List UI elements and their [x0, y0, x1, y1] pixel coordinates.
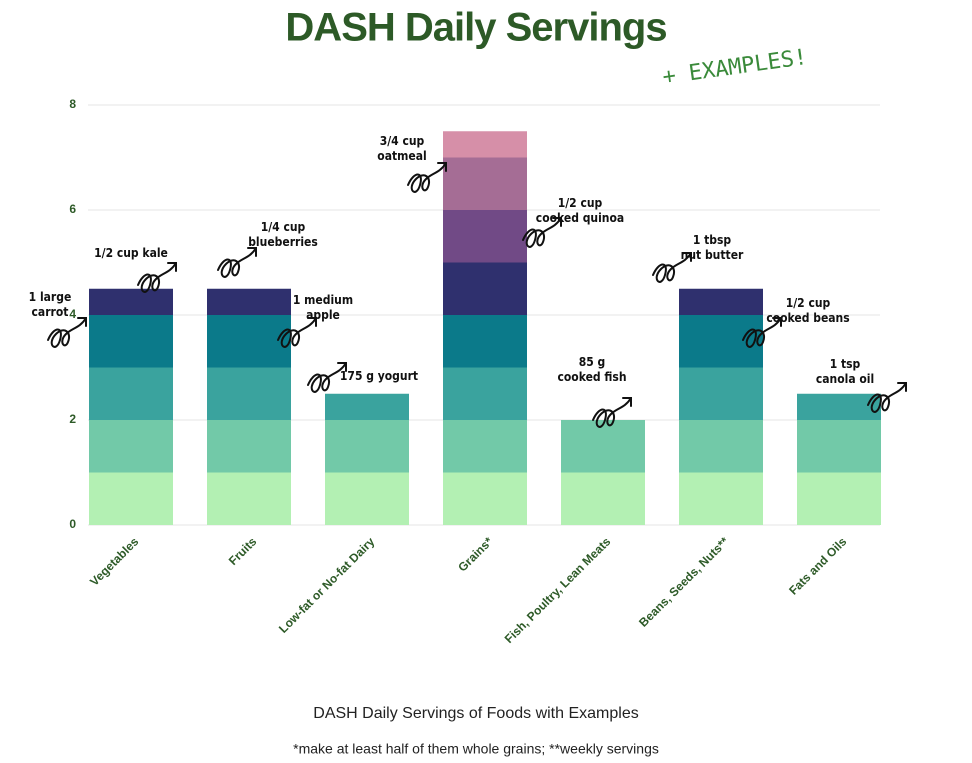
annotation: 1 tsp canola oil	[816, 357, 874, 386]
annotation-line: 175 g yogurt	[340, 369, 418, 383]
bar-segment	[679, 472, 763, 525]
bar-segment	[679, 288, 763, 315]
bar-segment	[679, 367, 763, 420]
bar-segment	[207, 420, 291, 473]
bar-segment	[443, 472, 527, 525]
annotation-line: apple	[306, 308, 340, 322]
y-tick-label: 8	[69, 97, 76, 111]
annotation-line: 1/2 cup kale	[94, 246, 168, 260]
bar-segment	[207, 367, 291, 420]
footnote: *make at least half of them whole grains…	[293, 741, 659, 757]
bar-segment	[443, 315, 527, 368]
squiggle-arrow	[522, 217, 562, 248]
x-tick-label: Low-fat or No-fat Dairy	[276, 534, 378, 636]
squiggle-arrow	[277, 317, 317, 348]
bar-segment	[443, 210, 527, 263]
y-tick-label: 0	[69, 517, 76, 531]
annotation-line: cooked quinoa	[536, 211, 624, 225]
bar-segment	[207, 288, 291, 315]
annotation: 85 g cooked fish	[557, 355, 626, 384]
y-tick-label: 4	[69, 307, 76, 321]
y-tick-label: 6	[69, 202, 76, 216]
bar-segment	[561, 420, 645, 473]
annotation-line: carrot	[32, 305, 69, 319]
chart-title: DASH Daily Servings	[285, 6, 666, 50]
squiggle-arrow	[47, 317, 87, 348]
annotation-line: 85 g	[579, 355, 606, 369]
squiggle-arrow	[407, 162, 447, 193]
annotation-line: oatmeal	[377, 149, 426, 163]
bar-segment	[207, 315, 291, 368]
bar-segment	[443, 157, 527, 210]
chart-subtitle: + EXAMPLES!	[661, 45, 809, 90]
squiggle-arrow	[137, 262, 177, 293]
annotation: 1 large carrot	[29, 290, 72, 319]
annotation-line: 1 tbsp	[693, 233, 732, 247]
bar-segment	[443, 262, 527, 315]
annotation: 1 tbsp nut butter	[681, 233, 744, 262]
squiggle-arrow	[217, 247, 257, 278]
x-tick-label: Fruits	[226, 534, 260, 568]
bar-segment	[797, 420, 881, 473]
bar-segment	[325, 393, 409, 420]
bar-segment	[89, 367, 173, 420]
x-tick-label: Grains*	[455, 534, 495, 574]
annotation-line: canola oil	[816, 372, 874, 386]
x-tick-label: Beans, Seeds, Nuts**	[636, 534, 731, 629]
annotation-line: 1 large	[29, 290, 72, 304]
bar-segment	[325, 472, 409, 525]
bar-segment	[89, 472, 173, 525]
x-tick-label: Vegetables	[87, 534, 141, 588]
bar-segment	[89, 288, 173, 315]
bar-segment	[443, 131, 527, 158]
annotation-line: cooked beans	[766, 311, 849, 325]
annotation: 175 g yogurt	[340, 369, 418, 383]
annotation-line: 1/2 cup	[786, 296, 831, 310]
bar-segment	[207, 472, 291, 525]
annotation: 1/4 cup blueberries	[248, 220, 318, 249]
caption: DASH Daily Servings of Foods with Exampl…	[313, 705, 638, 722]
annotation-line: blueberries	[248, 235, 318, 249]
squiggle-arrow	[307, 362, 347, 393]
squiggle-arrow	[742, 317, 782, 348]
bar-segment	[679, 315, 763, 368]
bar-segment	[679, 420, 763, 473]
squiggle-arrow	[652, 252, 692, 283]
annotation-line: cooked fish	[557, 370, 626, 384]
bar-segment	[561, 472, 645, 525]
annotation: 3/4 cup oatmeal	[377, 134, 426, 163]
bar-segment	[443, 367, 527, 420]
bar-segment	[325, 420, 409, 473]
annotation-line: 1/4 cup	[261, 220, 306, 234]
annotation-line: 1 tsp	[830, 357, 861, 371]
x-tick-label: Fats and Oils	[786, 534, 849, 597]
squiggle-arrow	[592, 397, 632, 428]
annotation-line: 1/2 cup	[558, 196, 603, 210]
annotation: 1/2 cup kale	[94, 246, 168, 260]
bar-segment	[89, 315, 173, 368]
annotation: 1 medium apple	[293, 293, 353, 322]
annotation-line: 1 medium	[293, 293, 353, 307]
annotation-line: nut butter	[681, 248, 744, 262]
annotation: 1/2 cup cooked quinoa	[536, 196, 624, 225]
bar-segment	[797, 393, 881, 420]
x-tick-label: Fish, Poultry, Lean Meats	[502, 534, 614, 646]
squiggle-arrow	[867, 382, 907, 413]
bar-segment	[443, 420, 527, 473]
annotation-line: 3/4 cup	[380, 134, 425, 148]
bar-segment	[797, 472, 881, 525]
annotation: 1/2 cup cooked beans	[766, 296, 849, 325]
y-tick-label: 2	[69, 412, 76, 426]
bar-segment	[89, 420, 173, 473]
